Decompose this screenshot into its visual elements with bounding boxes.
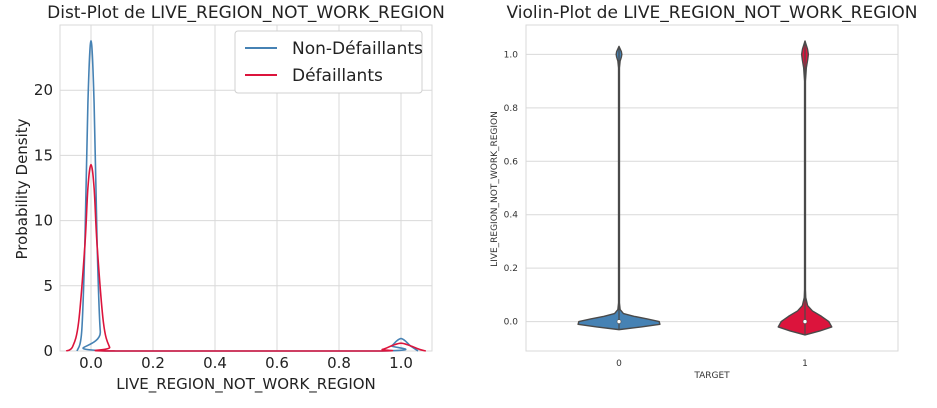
dist-x-axis-label: LIVE_REGION_NOT_WORK_REGION [116, 375, 376, 394]
dist-series-line-0 [76, 39, 419, 352]
dist-y-tick-label: 5 [43, 277, 53, 295]
violin-median-1 [802, 319, 808, 324]
dist-series-line-1 [65, 163, 426, 352]
dist-x-tick-label: 0.2 [141, 354, 165, 372]
violin-y-tick-label: 0.2 [504, 264, 518, 274]
dist-y-axis-label: Probability Density [13, 118, 31, 259]
violin-y-tick-label: 0.0 [504, 318, 519, 328]
dist-y-tick-label: 15 [34, 146, 53, 164]
dist-x-tick-label: 0.0 [79, 354, 103, 372]
violin-x-tick-label: 0 [616, 359, 622, 369]
violin-y-ticks: 0.0 0.2 0.4 0.6 0.8 1.0 [504, 50, 519, 327]
violin-median-0 [616, 319, 622, 324]
dist-x-tick-label: 0.4 [203, 354, 227, 372]
violin-plot-area [525, 24, 899, 352]
violin-y-tick-label: 0.4 [504, 211, 519, 221]
dist-lines [65, 39, 426, 352]
legend-label-defaillants: Défaillants [292, 66, 383, 86]
dist-x-tick-label: 0.8 [327, 354, 351, 372]
legend-label-non-defaillants: Non-Défaillants [292, 39, 423, 59]
dist-y-ticks: 0 5 10 15 20 [34, 81, 53, 360]
violin-y-tick-label: 1.0 [504, 50, 519, 60]
violin-x-axis-label: TARGET [693, 371, 730, 381]
violin-y-axis-label: LIVE_REGION_NOT_WORK_REGION [490, 111, 500, 267]
dist-x-tick-label: 0.6 [265, 354, 289, 372]
dist-x-ticks: 0.0 0.2 0.4 0.6 0.8 1.0 [79, 354, 413, 372]
dist-plot-title: Dist-Plot de LIVE_REGION_NOT_WORK_REGION [47, 3, 445, 23]
dist-plot: 0.0 0.2 0.4 0.6 0.8 1.0 0 5 10 15 20 Dist-Plot de… [13, 3, 445, 394]
dist-legend: Non-Défaillants Défaillants [234, 30, 423, 94]
violin-x-tick-label: 1 [802, 359, 808, 369]
dist-y-tick-label: 20 [34, 81, 53, 99]
dist-y-tick-label: 10 [34, 212, 53, 230]
violin-y-tick-label: 0.8 [504, 104, 519, 114]
violin-y-tick-label: 0.6 [504, 157, 519, 167]
dist-x-tick-label: 1.0 [389, 354, 413, 372]
dist-y-tick-label: 0 [43, 342, 53, 360]
violin-plot-title: Violin-Plot de LIVE_REGION_NOT_WORK_REGI… [507, 3, 918, 23]
legend-box [234, 30, 423, 94]
violin-bodies [577, 40, 833, 336]
